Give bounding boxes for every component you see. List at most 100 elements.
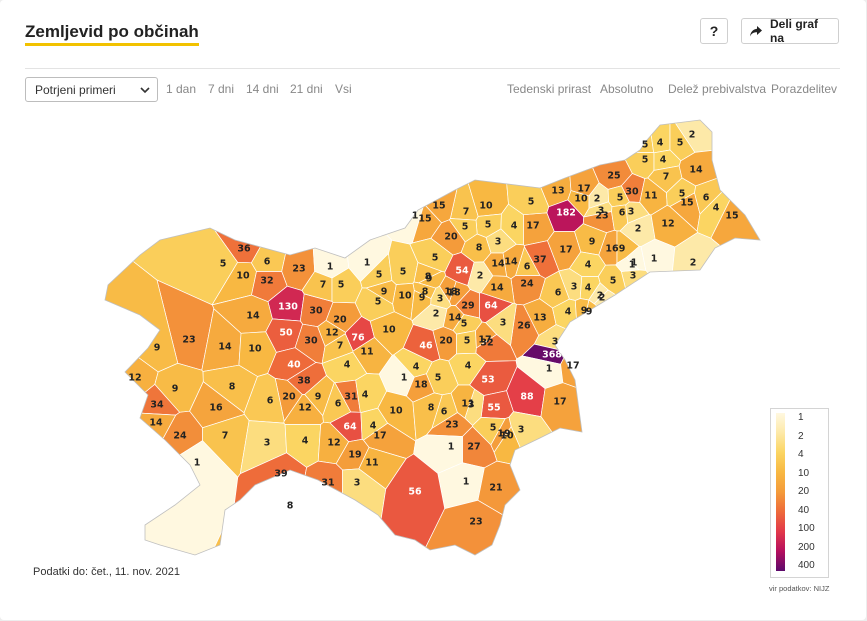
municipality-value-label: 2 — [635, 224, 642, 235]
municipality-value-label: 10 — [248, 344, 262, 355]
municipality-value-label: 3 — [500, 318, 507, 329]
municipality-value-label: 1 — [463, 477, 470, 488]
municipality-area[interactable] — [342, 468, 387, 590]
tab-absolutno[interactable]: Absolutno — [600, 82, 654, 96]
tab-delez-prebivalstva[interactable]: Delež prebivalstva — [668, 82, 767, 96]
legend-tick-label: 100 — [798, 523, 815, 534]
municipality-area[interactable] — [439, 275, 457, 303]
municipality-value-label: 15 — [725, 211, 738, 222]
case-select-value: Potrjeni primeri — [35, 82, 116, 97]
municipality-value-label: 17 — [478, 335, 491, 346]
municipality-value-label: 23 — [469, 517, 482, 528]
municipality-area[interactable] — [380, 100, 463, 224]
municipality-value-label: 14 — [246, 311, 260, 322]
municipality-value-label: 26 — [517, 321, 531, 332]
municipality-value-label: 20 — [333, 315, 347, 326]
municipality-value-label: 17 — [577, 184, 590, 195]
municipality-value-label: 50 — [279, 328, 293, 339]
municipality-value-label: 19 — [497, 429, 510, 440]
municipality-area[interactable] — [485, 302, 517, 347]
municipality-value-label: 7 — [663, 172, 670, 183]
municipality-value-label: 4 — [713, 203, 720, 214]
municipality-area[interactable] — [710, 131, 800, 313]
municipality-area[interactable] — [444, 252, 475, 286]
municipality-value-label: 56 — [408, 487, 422, 498]
municipality-value-label: 18 — [444, 287, 458, 298]
municipality-value-label: 10 — [382, 325, 396, 336]
municipality-value-label: 5 — [432, 253, 439, 264]
municipality-area[interactable] — [393, 347, 433, 378]
municipality-value-label: 3 — [468, 400, 475, 411]
municipality-value-label: 4 — [362, 390, 369, 401]
municipality-value-label: 15 — [680, 198, 693, 209]
municipality-value-label: 40 — [287, 360, 301, 371]
municipality-value-label: 4 — [565, 307, 572, 318]
municipality-area[interactable] — [574, 223, 607, 256]
municipality-area[interactable] — [477, 460, 724, 590]
municipality-value-label: 5 — [461, 319, 468, 330]
municipality-value-label: 13 — [551, 186, 564, 197]
municipality-area[interactable] — [620, 269, 687, 378]
help-button[interactable]: ? — [700, 18, 728, 44]
municipality-value-label: 11 — [360, 347, 373, 358]
tab-7-dni[interactable]: 7 dni — [208, 82, 235, 96]
municipality-value-label: 2 — [599, 293, 606, 304]
municipality-value-label: 12 — [325, 328, 338, 339]
municipality-value-label: 16 — [605, 244, 619, 255]
municipality-value-label: 10 — [500, 431, 514, 442]
municipality-area[interactable] — [560, 339, 751, 451]
tab-1-dan[interactable]: 1 dan — [166, 82, 197, 96]
legend-tick-label: 1 — [798, 412, 804, 423]
municipality-value-label: 2 — [477, 271, 484, 282]
municipality-value-label: 8 — [425, 272, 432, 283]
municipality-value-label: 4 — [585, 283, 592, 294]
municipality-value-label: 10 — [479, 201, 493, 212]
municipality-area[interactable] — [615, 256, 640, 272]
municipality-value-label: 7 — [222, 431, 229, 442]
municipality-value-label: 10 — [236, 271, 250, 282]
tab-tedenski-prirast[interactable]: Tedenski prirast — [507, 82, 592, 96]
municipality-value-label: 11 — [461, 399, 474, 410]
municipality-value-label: 5 — [490, 423, 497, 434]
share-button[interactable]: Deli graf na — [741, 17, 839, 45]
municipality-value-label: 18 — [414, 380, 428, 391]
municipality-area[interactable] — [483, 252, 508, 277]
municipality-value-label: 27 — [467, 442, 480, 453]
municipality-value-label: 1 — [401, 373, 408, 384]
municipality-area[interactable] — [640, 238, 676, 301]
municipality-area[interactable] — [354, 287, 395, 322]
municipality-value-label: 24 — [173, 431, 187, 442]
municipality-value-label: 1 — [631, 258, 638, 269]
municipality-value-label: 12 — [298, 403, 311, 414]
municipality-value-label: 3 — [264, 438, 271, 449]
municipality-value-label: 4 — [302, 436, 309, 447]
municipality-value-label: 5 — [462, 222, 469, 233]
municipality-area[interactable] — [303, 100, 425, 245]
tab-14-dni[interactable]: 14 dni — [246, 82, 279, 96]
municipality-area[interactable] — [580, 299, 657, 362]
municipality-value-label: 34 — [150, 400, 164, 411]
municipality-value-label: 54 — [455, 266, 469, 277]
municipality-value-label: 7 — [337, 341, 344, 352]
municipality-value-label: 3 — [518, 425, 525, 436]
municipality-area[interactable] — [593, 289, 678, 371]
municipality-value-label: 9 — [581, 306, 588, 317]
municipality-area[interactable] — [302, 460, 343, 552]
tab-vsi[interactable]: Vsi — [335, 82, 352, 96]
data-source-note: vir podatkov: NIJZ — [769, 584, 830, 593]
municipality-value-label: 23 — [595, 211, 608, 222]
municipality-value-label: 8 — [422, 287, 429, 298]
municipality-value-label: 5 — [375, 297, 382, 308]
municipality-value-label: 17 — [559, 245, 572, 256]
municipality-value-label: 12 — [661, 219, 674, 230]
municipality-area[interactable] — [369, 453, 446, 590]
municipality-value-label: 32 — [480, 338, 493, 349]
tab-porazdelitev[interactable]: Porazdelitev — [771, 82, 838, 96]
municipality-value-label: 6 — [555, 288, 562, 299]
case-type-select[interactable]: Potrjeni primeri — [25, 77, 158, 102]
municipality-value-label: 1 — [448, 442, 455, 453]
municipality-value-label: 19 — [348, 450, 361, 461]
tab-21-dni[interactable]: 21 dni — [290, 82, 323, 96]
municipality-value-label: 8 — [476, 243, 483, 254]
municipality-value-label: 368 — [542, 350, 562, 361]
